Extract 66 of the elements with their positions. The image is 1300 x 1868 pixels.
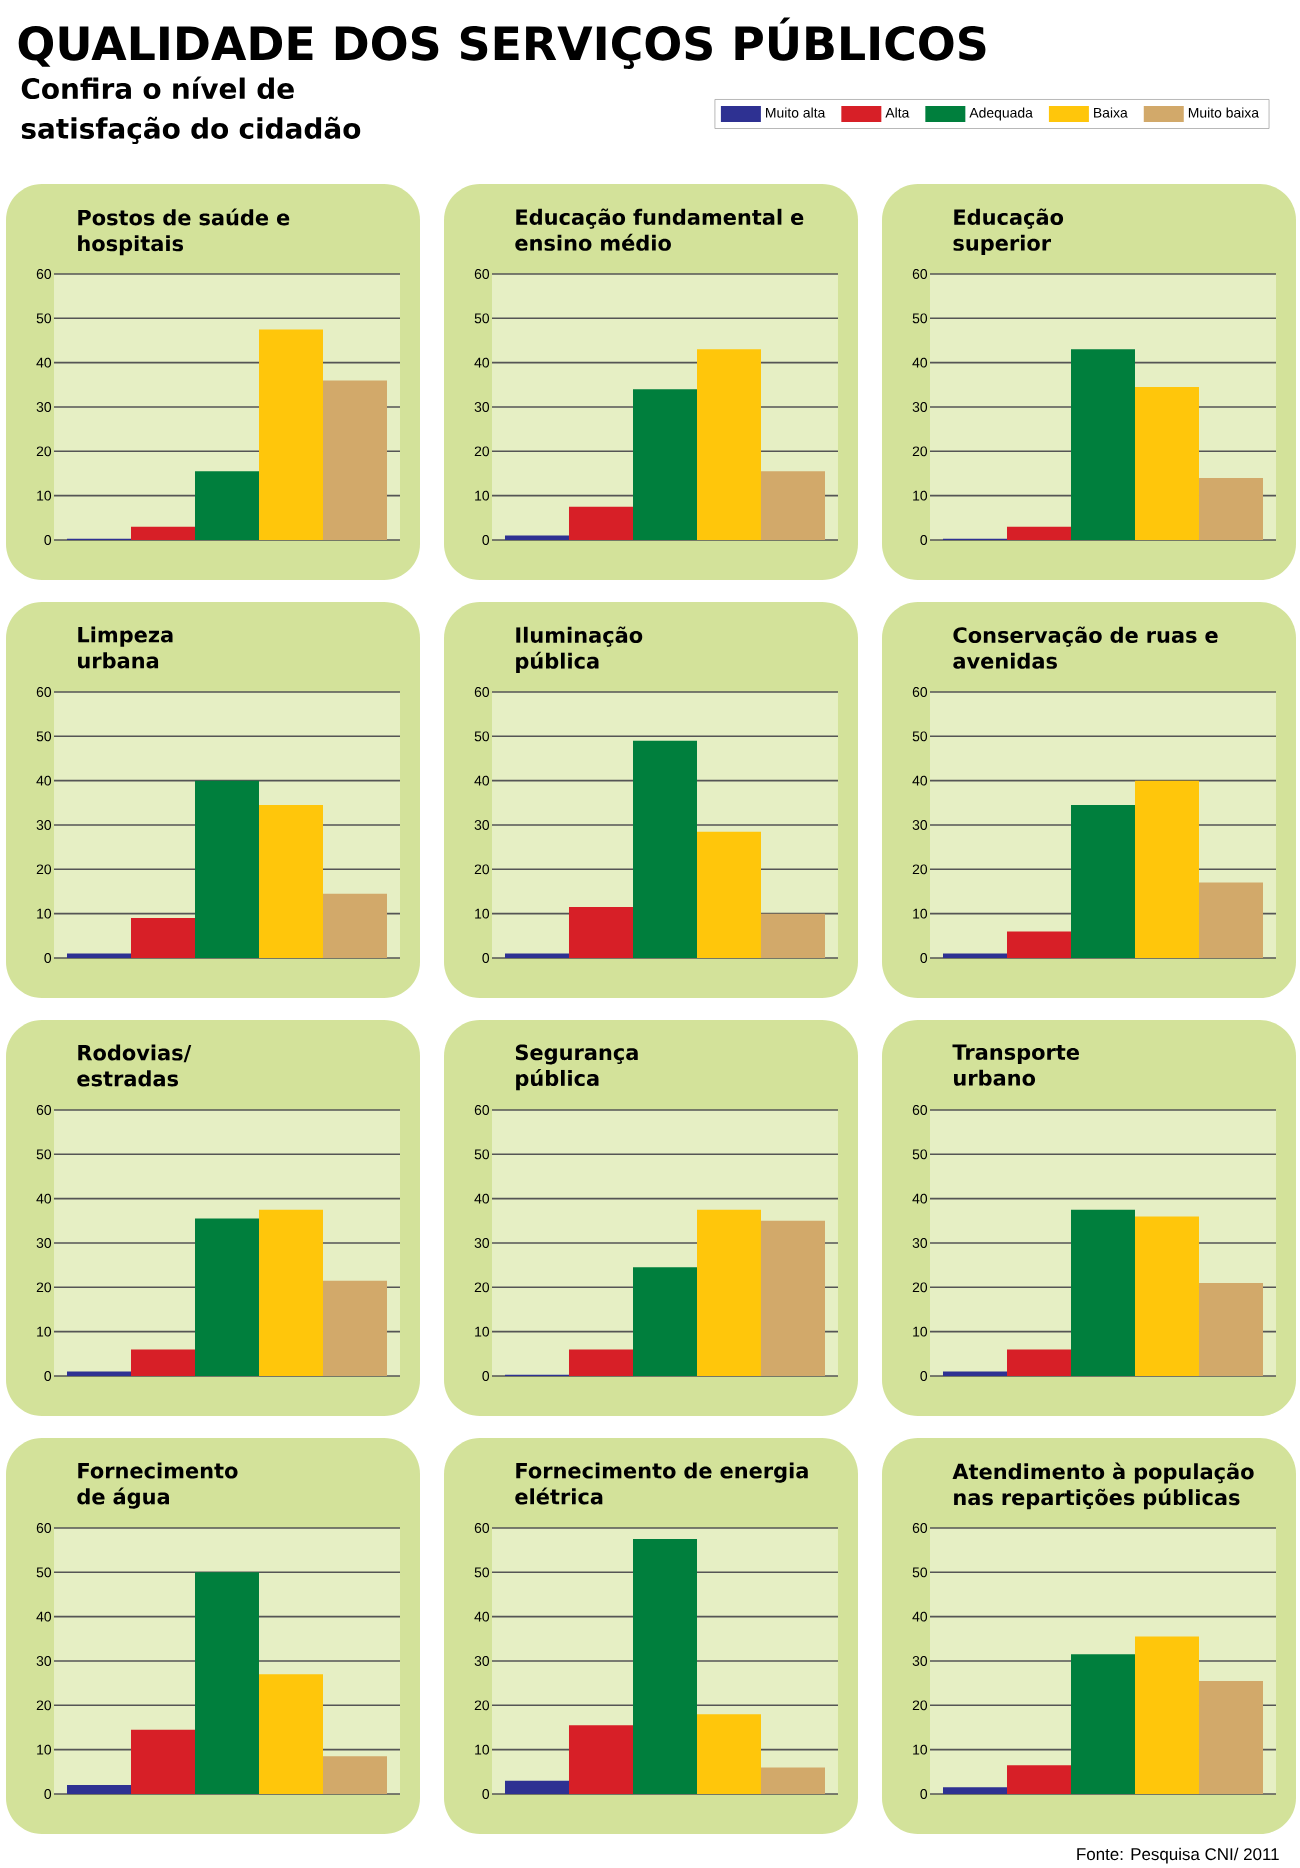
bar [195,1218,259,1376]
bar [1135,1216,1199,1376]
bar [697,1714,761,1794]
bar [697,349,761,540]
bar [131,918,195,958]
bar [259,1209,323,1376]
bar [633,1267,697,1376]
bar [697,1209,761,1376]
bar [633,389,697,540]
chart-title: Limpeza urbana [78,626,173,669]
bar [943,1787,1007,1794]
chart-title: Fornecimento de energia elétrica [515,1462,808,1505]
bar [1135,387,1199,540]
bar [1071,349,1135,540]
source-note: Fonte: Pesquisa CNI/ 2011 [1077,1847,1279,1864]
bar [761,913,825,958]
bar [323,1280,387,1376]
chart-title: Postos de saúde e hospitais [78,208,290,256]
bar [1199,477,1263,540]
bar [323,380,387,540]
bar [761,1767,825,1794]
bar [761,1220,825,1376]
bar [1199,1680,1263,1794]
bar [1007,526,1071,540]
bar [259,329,323,540]
bar [633,740,697,958]
bar [1071,1654,1135,1794]
bar [1199,882,1263,958]
bar [131,1349,195,1376]
bar [569,506,633,540]
bar [505,1780,569,1794]
bar [259,1674,323,1794]
bar [131,526,195,540]
bar [1135,780,1199,958]
bar [195,780,259,958]
bar [259,805,323,958]
bar [697,831,761,958]
chart-title: Conservação de ruas e avenidas [953,626,1218,669]
bar [1007,1765,1071,1794]
bar [1199,1282,1263,1376]
bar [323,893,387,958]
chart-title: Transporte urbano [952,1044,1079,1086]
chart-title: Iluminação pública [516,626,643,673]
chart-title: Atendimento à população nas repartições públicas [952,1462,1254,1510]
bar [1135,1636,1199,1794]
text: QUALIDADE DOS SERVIÇOS PÚBLICOS [18,17,986,69]
chart-title: Fornecimento de água [77,1462,238,1509]
chart-title: Educação fundamental e ensino médio [515,208,804,251]
bar [1071,1209,1135,1376]
bar [569,1349,633,1376]
bar [633,1539,697,1794]
bar [569,906,633,958]
bar [1007,931,1071,958]
bar [67,1785,131,1794]
bar [1071,805,1135,958]
bar [131,1729,195,1794]
bar [195,1572,259,1794]
bar [761,471,825,540]
bar [323,1756,387,1794]
bar [1007,1349,1071,1376]
chart-title: Educação superior [953,208,1064,255]
bar [569,1725,633,1794]
bar [195,471,259,540]
text: Confira o nível de satisfação do cidadão [21,76,361,145]
chart-title: Segurança pública [515,1044,638,1091]
chart-title: Rodovias/ estradas [77,1044,192,1087]
